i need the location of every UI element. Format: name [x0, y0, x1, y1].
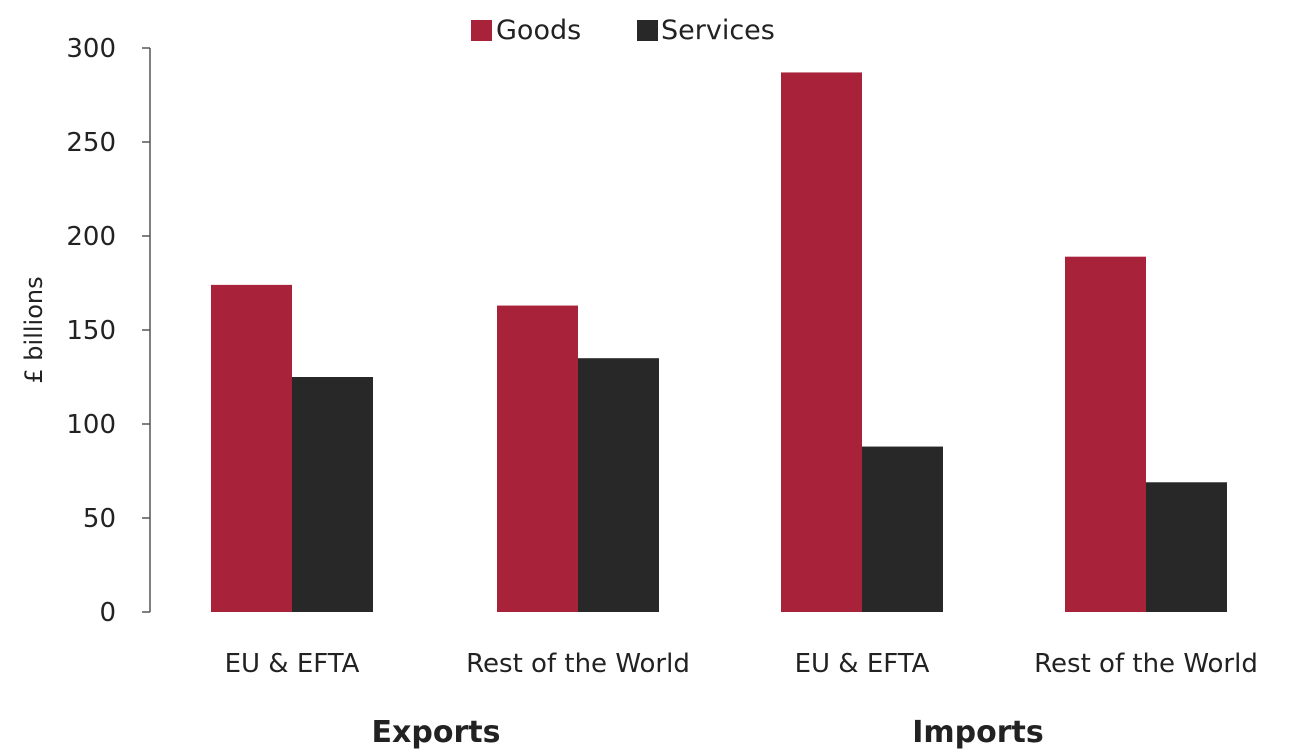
legend-swatch-services: [637, 20, 658, 41]
y-tick-label: 100: [66, 410, 116, 440]
bar-goods-0: [211, 284, 292, 612]
bar-services-2: [862, 446, 943, 612]
bars: [211, 72, 1227, 612]
x-tick-label: EU & EFTA: [225, 649, 360, 679]
bar-services-1: [578, 358, 659, 612]
y-tick-label: 150: [66, 316, 116, 346]
group-label-exports: Exports: [372, 715, 501, 750]
legend: Goods Services: [471, 15, 775, 46]
legend-swatch-goods: [471, 20, 492, 41]
y-tick-label: 250: [66, 128, 116, 158]
bar-services-3: [1146, 482, 1227, 612]
y-axis: 0 50 100 150 200 250 300: [66, 34, 151, 628]
bar-services-0: [292, 377, 373, 612]
y-tick-label: 50: [83, 504, 116, 534]
x-axis-labels: EU & EFTA Rest of the World EU & EFTA Rest …: [225, 649, 1258, 679]
y-tick-label: 200: [66, 222, 116, 252]
legend-label-services: Services: [661, 15, 775, 46]
y-tick-label: 300: [66, 34, 116, 64]
x-tick-label: Rest of the World: [466, 649, 690, 679]
bar-goods-1: [497, 305, 578, 612]
legend-label-goods: Goods: [496, 15, 581, 46]
y-tick-label: 0: [99, 598, 116, 628]
y-axis-label: £ billions: [20, 276, 48, 383]
group-labels: Exports Imports: [372, 715, 1044, 750]
x-tick-label: Rest of the World: [1034, 649, 1258, 679]
bar-goods-3: [1065, 256, 1146, 612]
group-label-imports: Imports: [912, 715, 1044, 750]
bar-goods-2: [781, 72, 862, 612]
x-tick-label: EU & EFTA: [795, 649, 930, 679]
